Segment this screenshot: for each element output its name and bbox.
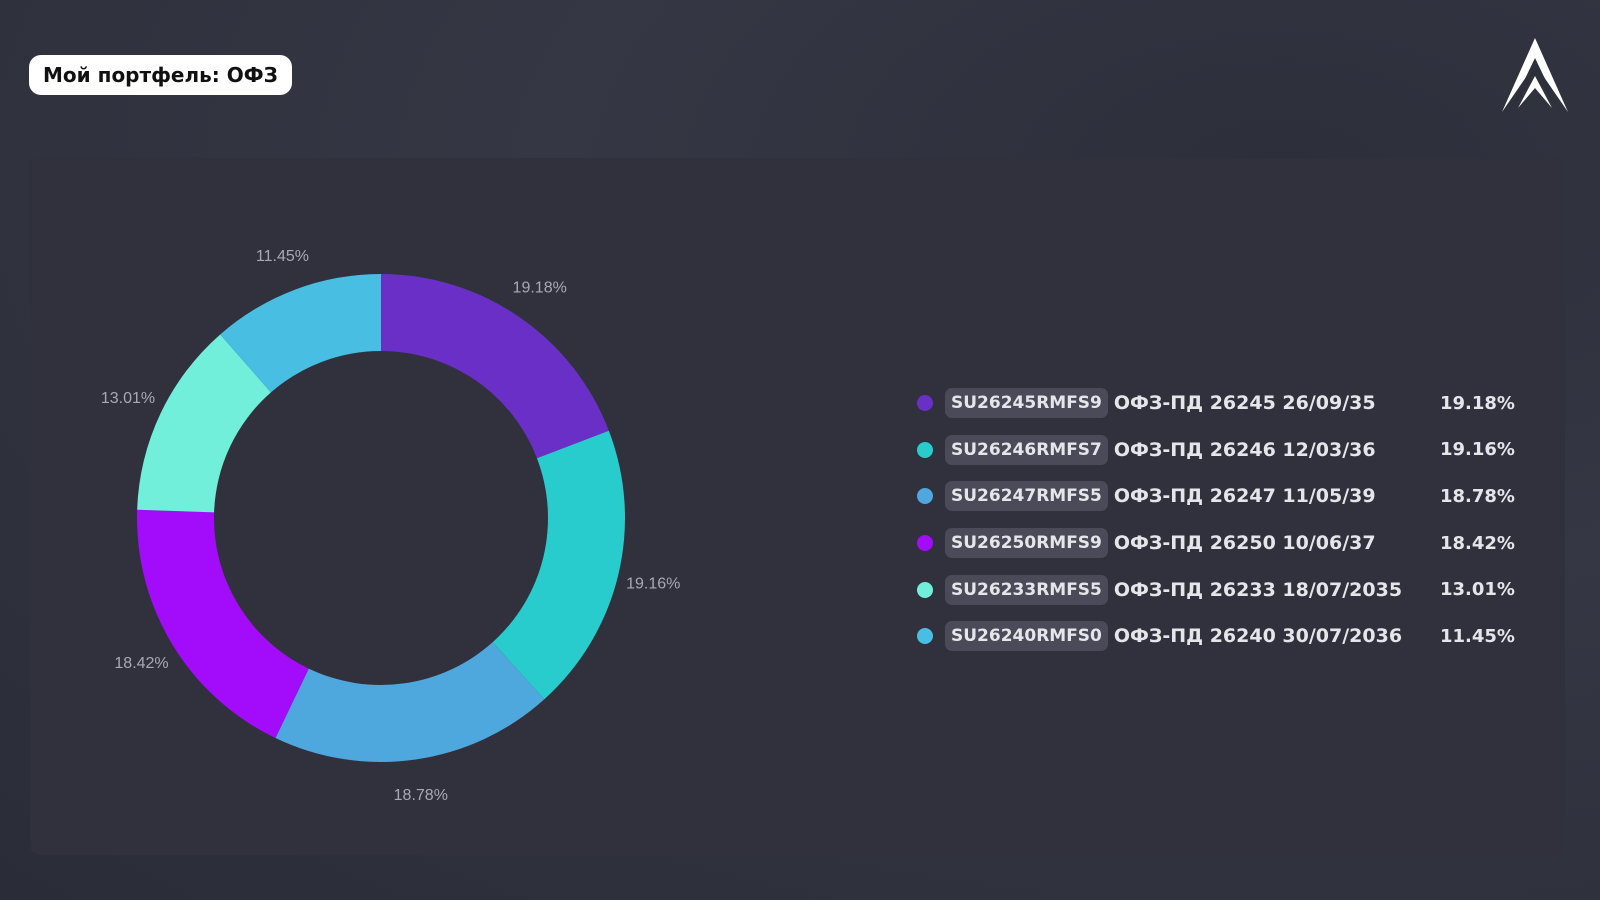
data-label: 18.78% xyxy=(394,787,448,804)
legend-dot xyxy=(917,535,933,552)
legend: SU26245RMFS9 ОФЗ-ПД 26245 26/09/35 19.18% … xyxy=(915,380,1515,660)
legend-item[interactable]: SU26240RMFS0 ОФЗ-ПД 26240 30/07/2036 11.45… xyxy=(915,613,1515,660)
donut-slice-SU26246RMFS7[interactable] xyxy=(492,430,625,700)
donut-slice-SU26250RMFS9[interactable] xyxy=(136,509,309,738)
legend-code: SU26250RMFS9 xyxy=(945,528,1108,559)
legend-name: ОФЗ-ПД 26233 18/07/2035 xyxy=(1113,578,1403,601)
legend-dot xyxy=(917,395,933,412)
legend-item[interactable]: SU26246RMFS7 ОФЗ-ПД 26246 12/03/36 19.16% xyxy=(915,427,1515,474)
legend-code: SU26233RMFS5 xyxy=(945,574,1108,605)
legend-item[interactable]: SU26233RMFS5 ОФЗ-ПД 26233 18/07/2035 13.01… xyxy=(915,566,1515,613)
legend-name: ОФЗ-ПД 26250 10/06/37 xyxy=(1113,532,1376,555)
legend-pct: 11.45% xyxy=(1440,625,1515,647)
legend-pct: 13.01% xyxy=(1440,579,1515,601)
data-label: 19.18% xyxy=(513,279,567,296)
data-label: 11.45% xyxy=(256,248,309,265)
legend-pct: 19.18% xyxy=(1440,392,1515,414)
legend-name: ОФЗ-ПД 26240 30/07/2036 xyxy=(1113,625,1403,648)
donut-slice-SU26245RMFS9[interactable] xyxy=(381,274,609,459)
legend-dot xyxy=(917,628,933,645)
donut-slice-SU26233RMFS5[interactable] xyxy=(137,334,271,513)
legend-code: SU26240RMFS0 xyxy=(945,621,1108,652)
logo-icon xyxy=(1502,38,1568,112)
legend-pct: 18.78% xyxy=(1440,485,1515,507)
donut-slice-SU26247RMFS5[interactable] xyxy=(275,642,545,762)
legend-code: SU26247RMFS5 xyxy=(945,481,1108,512)
legend-item[interactable]: SU26247RMFS5 ОФЗ-ПД 26247 11/05/39 18.78% xyxy=(915,473,1515,520)
legend-dot xyxy=(917,488,933,505)
donut-slice-SU26240RMFS0[interactable] xyxy=(220,274,381,393)
legend-code: SU26245RMFS9 xyxy=(945,388,1108,419)
data-label: 19.16% xyxy=(626,576,680,593)
legend-item[interactable]: SU26245RMFS9 ОФЗ-ПД 26245 26/09/35 19.18% xyxy=(915,380,1515,427)
legend-dot xyxy=(917,441,933,458)
legend-pct: 18.42% xyxy=(1440,532,1515,554)
page-title: Мой портфель: ОФЗ xyxy=(29,55,292,95)
legend-dot xyxy=(917,581,933,598)
data-label: 13.01% xyxy=(101,390,155,407)
data-label: 18.42% xyxy=(114,655,168,672)
legend-pct: 19.16% xyxy=(1440,439,1515,461)
legend-item[interactable]: SU26250RMFS9 ОФЗ-ПД 26250 10/06/37 18.42% xyxy=(915,520,1515,567)
legend-name: ОФЗ-ПД 26245 26/09/35 xyxy=(1113,392,1376,415)
legend-name: ОФЗ-ПД 26246 12/03/36 xyxy=(1113,438,1376,461)
legend-code: SU26246RMFS7 xyxy=(945,434,1108,465)
legend-name: ОФЗ-ПД 26247 11/05/39 xyxy=(1113,485,1376,508)
